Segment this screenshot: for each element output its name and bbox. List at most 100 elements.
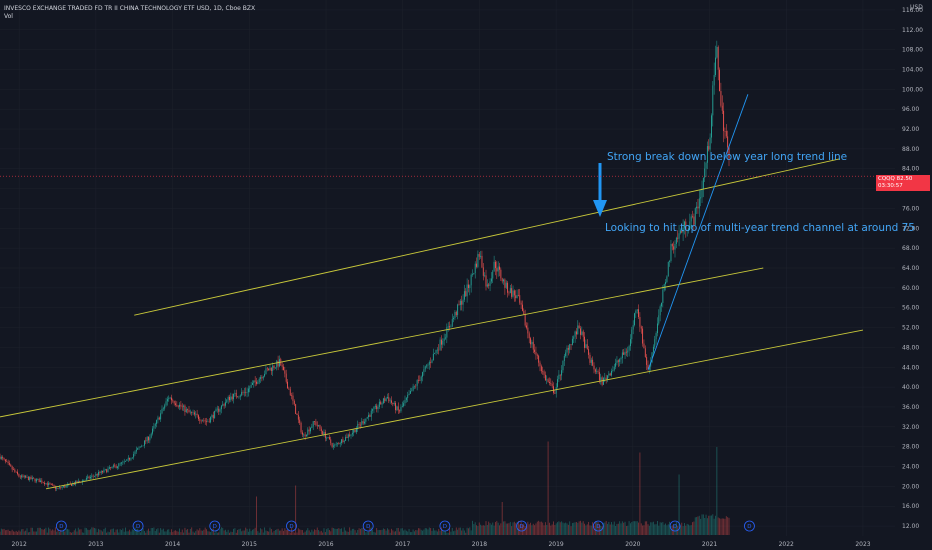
volume-bar [511,526,513,535]
volume-bar [621,521,623,535]
candle-body [615,363,617,367]
x-tick-label: 2014 [165,541,180,548]
candle-body [582,331,584,337]
volume-bar [442,530,444,535]
candle-body [543,371,545,375]
volume-bar [150,527,152,535]
candle-body [721,105,723,111]
volume-bar [44,528,45,535]
volume-bar [624,521,626,535]
candle-body [563,355,565,361]
candle-body [239,395,241,397]
candle-body [612,370,614,371]
volume-bar [527,521,529,535]
volume-bar [543,525,545,535]
y-tick-label: 16.00 [902,503,919,510]
y-axis[interactable]: 12.00 16.00 20.00 24.00 28.00 32.00 36.00 40.00… [902,7,923,530]
candle-body [655,333,657,340]
volume-bar [465,532,467,535]
candle-body [150,433,152,438]
x-axis[interactable]: 2012 2013 2014 2015 2016 2017 2018 2019 2020 2021… [12,541,871,548]
volume-bar [279,530,280,535]
candle-body [77,481,79,483]
volume-bar [638,522,639,535]
volume-bar [23,531,25,535]
volume-bar [361,528,363,535]
candle-body [57,487,59,489]
candle-body [323,431,325,435]
candle-body [250,384,252,388]
volume-bar [631,521,633,535]
candle-body [555,386,557,394]
candle-body [686,230,688,231]
candle-body [373,407,375,410]
candle-body [117,466,118,468]
volume-bar [270,529,272,535]
candle-body [328,437,330,440]
candle-body [697,206,699,209]
volume-bar [29,532,31,535]
candle-body [79,481,81,482]
candle-body [318,425,320,426]
volume-bar [354,530,356,535]
candle-body [134,451,136,455]
volume-bar [40,527,41,535]
candle-body [350,434,352,436]
candle-body [478,254,480,257]
volume-bar [289,532,291,535]
volume-bar [246,528,248,535]
volume-bar [0,528,2,535]
candle-body [617,360,619,362]
volume-bar [700,518,702,535]
volume-bar [723,518,725,535]
volume-bar [49,528,51,535]
y-tick-label: 108.00 [902,47,923,54]
volume-bar [129,529,131,535]
candle-body [603,378,604,385]
candle-body [274,367,276,369]
candle-body [625,351,627,353]
volume-bar [139,532,141,535]
volume-bar [306,530,307,535]
volume-bar [546,524,548,535]
candle-body [381,403,383,405]
volume-bar [320,530,322,535]
volume-bar [200,530,202,535]
candle-body [524,314,526,326]
candle-body [501,278,503,282]
candle-body [495,261,496,269]
candle-body [138,447,140,449]
volume-bar [252,529,253,535]
volume-bar [450,531,452,535]
candle-body [46,483,48,486]
candle-body [301,432,303,435]
volume-bar [121,530,122,535]
candle-body [609,373,611,376]
candle-body [45,483,47,485]
volume-bar [195,531,197,535]
candle-body [488,284,490,286]
candle-body [299,419,301,423]
candle-body [621,352,623,359]
candle-body [484,275,486,277]
volume-bar [90,529,91,535]
volume-bar [61,530,63,535]
candle-body [405,397,407,401]
volume-bar [75,528,77,535]
volume-bar [154,531,156,535]
dividend-marker [362,520,374,532]
y-tick-label: 84.00 [902,166,919,173]
volume-bar [701,514,703,535]
candle-body [50,484,52,485]
volume-bar [690,525,692,535]
candle-body [418,380,419,381]
volume-bar [374,532,376,535]
candle-body [187,409,189,411]
volume-bar [161,529,163,535]
candle-body [111,466,113,468]
volume-bar [366,531,368,535]
candle-body [38,479,40,483]
x-tick-label: 2012 [12,541,27,548]
